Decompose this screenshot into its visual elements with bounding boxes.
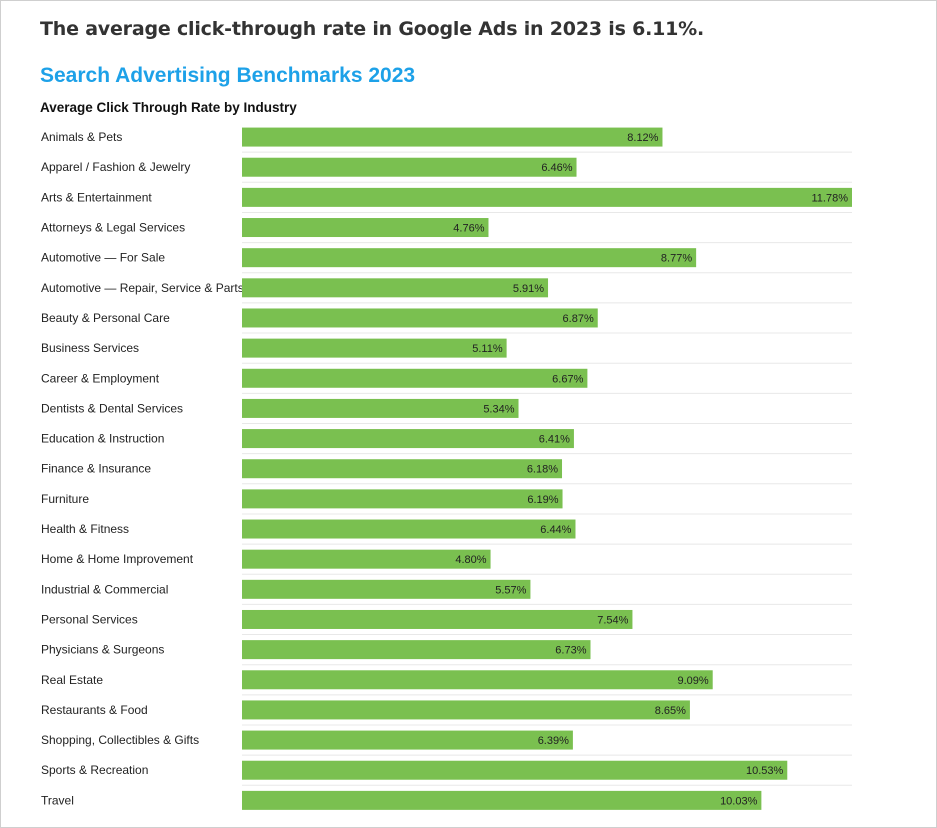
category-label: Beauty & Personal Care (41, 311, 170, 325)
category-label: Automotive — Repair, Service & Parts (41, 281, 244, 295)
value-label: 6.41% (539, 434, 570, 446)
bar (242, 248, 697, 268)
category-label: Apparel / Fashion & Jewelry (41, 160, 190, 174)
category-label: Industrial & Commercial (41, 582, 168, 596)
bar (242, 278, 549, 298)
value-label: 6.67% (552, 373, 583, 385)
bar (242, 157, 577, 177)
bar (242, 519, 576, 539)
category-label: Personal Services (41, 612, 138, 626)
bar (242, 609, 633, 629)
value-label: 7.54% (597, 614, 628, 626)
bar (242, 187, 852, 207)
bar (242, 398, 519, 418)
value-label: 8.65% (655, 705, 686, 717)
category-label: Arts & Entertainment (41, 190, 152, 204)
category-label: Animals & Pets (41, 130, 122, 144)
bar (242, 700, 690, 720)
bar (242, 670, 713, 690)
category-label: Health & Fitness (41, 522, 129, 536)
category-label: Education & Instruction (41, 432, 164, 446)
bar (242, 127, 663, 147)
value-label: 8.12% (627, 132, 658, 144)
chart-subtitle: Average Click Through Rate by Industry (40, 100, 297, 115)
value-label: 8.77% (661, 253, 692, 265)
bar (242, 368, 588, 388)
value-label: 5.57% (495, 584, 526, 596)
value-label: 6.18% (527, 464, 558, 476)
bar (242, 730, 573, 750)
value-label: 6.44% (540, 524, 571, 536)
bar (242, 218, 489, 238)
bar (242, 760, 788, 780)
category-label: Automotive — For Sale (41, 251, 165, 265)
category-label: Home & Home Improvement (41, 552, 194, 566)
category-label: Travel (41, 793, 74, 807)
bar (242, 338, 507, 358)
bar (242, 429, 574, 449)
bar (242, 459, 563, 479)
bar (242, 308, 598, 328)
value-label: 5.34% (483, 403, 514, 415)
category-label: Furniture (41, 492, 89, 506)
category-label: Attorneys & Legal Services (41, 221, 185, 235)
bar (242, 489, 563, 509)
headline: The average click-through rate in Google… (40, 18, 705, 40)
category-label: Physicians & Surgeons (41, 643, 164, 657)
category-label: Sports & Recreation (41, 763, 148, 777)
value-label: 6.87% (563, 313, 594, 325)
category-label: Dentists & Dental Services (41, 401, 183, 415)
value-label: 5.91% (513, 283, 544, 295)
category-label: Business Services (41, 341, 139, 355)
bar (242, 790, 762, 810)
value-label: 10.53% (746, 765, 784, 777)
value-label: 6.39% (538, 735, 569, 747)
value-label: 11.78% (812, 192, 849, 204)
value-label: 9.09% (678, 675, 709, 687)
value-label: 5.11% (472, 343, 503, 355)
bar (242, 549, 491, 569)
value-label: 4.80% (455, 554, 486, 566)
category-label: Career & Employment (41, 371, 160, 385)
value-label: 6.19% (527, 494, 558, 506)
value-label: 10.03% (720, 795, 758, 807)
bar (242, 579, 531, 599)
value-label: 4.76% (453, 223, 484, 235)
category-label: Restaurants & Food (41, 703, 148, 717)
chart-title: Search Advertising Benchmarks 2023 (40, 64, 416, 87)
category-label: Shopping, Collectibles & Gifts (41, 733, 199, 747)
value-label: 6.46% (541, 162, 572, 174)
value-label: 6.73% (555, 645, 586, 657)
category-label: Real Estate (41, 673, 103, 687)
bar (242, 640, 591, 660)
category-label: Finance & Insurance (41, 462, 151, 476)
